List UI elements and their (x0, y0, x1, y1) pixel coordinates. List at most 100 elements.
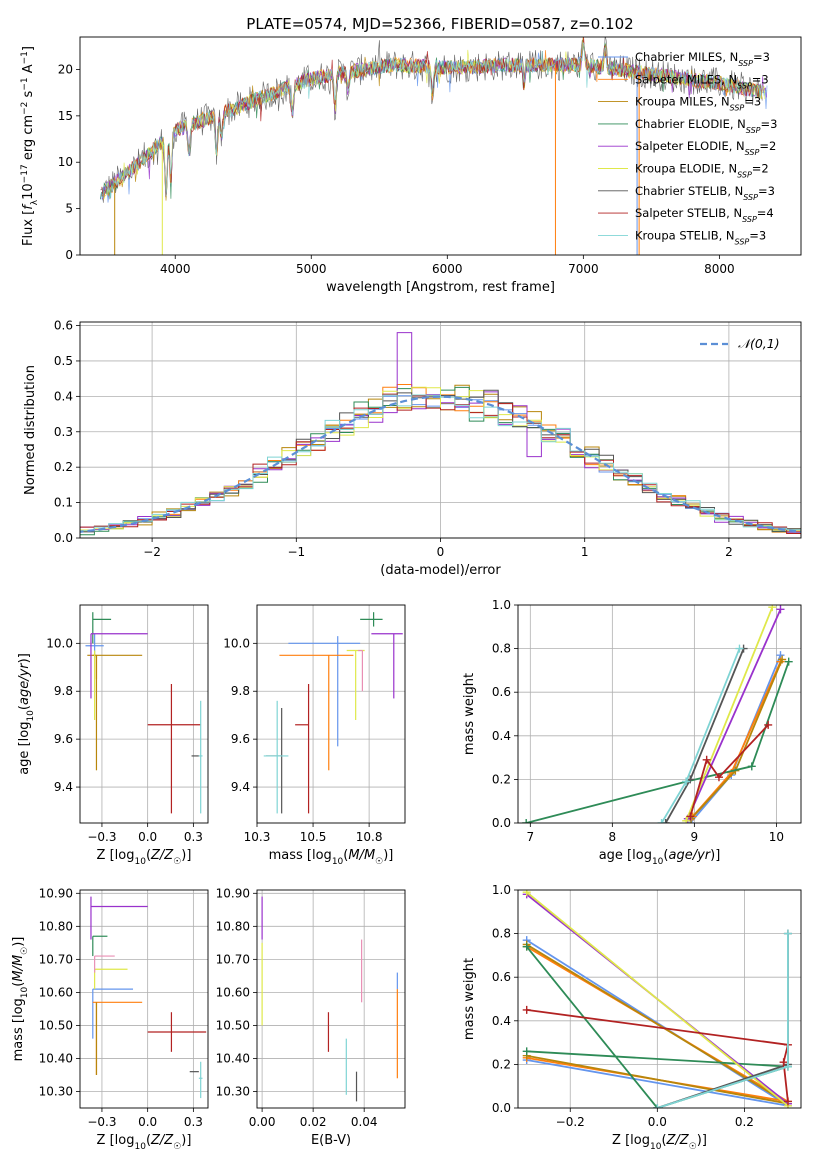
plus-marker (522, 819, 531, 823)
y-tick-label: 0.6 (492, 685, 511, 699)
plus-marker (784, 657, 793, 666)
y-tick-label: 10.90 (39, 886, 73, 900)
x-tick-label: 0.0 (648, 1115, 667, 1129)
error-bar (92, 988, 134, 1039)
mass-weight-line-7 (526, 1009, 790, 1102)
plot-area-massweight_vs_Z (522, 890, 792, 1108)
plus-marker (686, 812, 695, 821)
x-tick-label: 5000 (296, 262, 327, 276)
y-axis-label: mass weight (462, 958, 477, 1040)
x-tick-label: 9 (691, 830, 699, 844)
x-tick-label: 0.0 (138, 830, 157, 844)
axes-mass_vs_Z: −0.3 0.0 0.3 10.30 10.40 10.50 10.60 10.70 10.80… (11, 886, 209, 1152)
figure-title: PLATE=0574, MJD=52366, FIBERID=0587, z=0… (246, 15, 633, 33)
plus-marker (714, 773, 723, 782)
legend-entry: Chabrier ELODIE, NSSP=3 (635, 117, 777, 134)
y-tick-label: 10.60 (216, 985, 250, 999)
error-bar (94, 968, 128, 990)
y-tick-label: 15 (58, 109, 73, 123)
plus-marker (522, 890, 531, 897)
axes-frame (517, 604, 802, 824)
mass-weight-line-5 (526, 891, 789, 1107)
y-tick-label: 10.90 (216, 886, 250, 900)
x-tick-label: −0.3 (87, 1115, 116, 1129)
error-bar (87, 654, 143, 771)
plus-marker (747, 762, 756, 771)
y-tick-label: 10.40 (216, 1051, 250, 1065)
x-tick-label: −0.2 (556, 1115, 585, 1129)
plus-marker (783, 929, 792, 938)
plus-marker (522, 1005, 531, 1014)
y-tick-label: 0.4 (492, 729, 511, 743)
axes-frame (256, 604, 406, 824)
plot-area-spectrum (100, 37, 768, 255)
x-tick-label: 0.00 (249, 1115, 276, 1129)
y-axis-label: Flux [fλ10−17 erg cm−2 s−1 A−1] (20, 46, 40, 246)
x-axis-label: Z [log10(Z/Z☉)] (612, 1133, 707, 1152)
x-axis-label: Z [log10(Z/Z☉)] (97, 848, 192, 867)
error-bar (92, 935, 108, 957)
x-tick-label: −1 (287, 545, 305, 559)
plus-marker (783, 1062, 792, 1071)
y-tick-label: 10.60 (39, 985, 73, 999)
y-tick-label: 10 (58, 155, 73, 169)
y-tick-label: 0.2 (492, 772, 511, 786)
error-bar (371, 633, 403, 699)
error-bar (92, 1001, 143, 1075)
x-tick-label: 6000 (432, 262, 463, 276)
error-bar (198, 700, 203, 814)
x-tick-label: 10.3 (244, 830, 271, 844)
error-bar (147, 1012, 207, 1052)
x-tick-label: 8 (609, 830, 617, 844)
plus-marker (778, 655, 787, 664)
y-tick-label: 0.6 (492, 970, 511, 984)
y-tick-label: 10.30 (216, 1084, 250, 1098)
y-tick-label: 0.8 (492, 927, 511, 941)
y-tick-label: 9.4 (231, 780, 250, 794)
mass-weight-line-7 (689, 724, 769, 817)
x-axis-label: (data-model)/error (380, 563, 501, 578)
spectrum-line-8 (102, 41, 768, 199)
y-axis-label: Normed distribution (23, 365, 38, 495)
x-axis-label: mass [log10(M/M☉)] (269, 848, 394, 867)
mass-weight-line-5 (685, 606, 774, 822)
x-tick-label: 7 (526, 830, 534, 844)
legend-entry: Salpeter STELIB, NSSP=4 (635, 206, 774, 224)
axes-frame (79, 36, 802, 256)
spectrum-line-7 (101, 37, 762, 197)
plot-area-age_vs_mass (263, 612, 403, 814)
y-tick-label: 9.8 (231, 684, 250, 698)
y-tick-label: 0.5 (54, 354, 73, 368)
axes-massweight_vs_Z: −0.2 0.0 0.2 0.0 0.2 0.4 0.6 0.8 1.0 Z [log10(Z/Z… (462, 883, 802, 1152)
x-tick-label: −2 (143, 545, 161, 559)
axes-frame (517, 889, 802, 1109)
error-bar (90, 633, 148, 699)
y-tick-label: 5 (65, 202, 73, 216)
y-tick-label: 10.70 (39, 952, 73, 966)
x-axis-label: E(B-V) (311, 1133, 351, 1148)
axes-frame (79, 321, 802, 539)
plus-marker (735, 644, 744, 653)
x-tick-label: 7000 (568, 262, 599, 276)
plot-area-mass_vs_EBV (261, 896, 398, 1102)
y-tick-label: 9.8 (54, 684, 73, 698)
x-tick-label: 1 (581, 545, 589, 559)
plus-marker (702, 755, 711, 764)
error-bar (279, 654, 354, 771)
y-tick-label: 1.0 (492, 598, 511, 612)
y-tick-label: 1.0 (492, 883, 511, 897)
legend-entry: Chabrier MILES, NSSP=3 (635, 50, 770, 68)
y-axis-label: age [log10(age/yr)] (17, 653, 36, 775)
axes-mass_vs_EBV: 0.00 0.02 0.04 10.30 10.40 10.50 10.60 10.70 10.… (216, 886, 406, 1148)
plus-marker (682, 816, 691, 823)
y-tick-label: 20 (58, 62, 73, 76)
axes-frame (256, 889, 406, 1109)
error-bar (357, 649, 363, 692)
x-tick-label: 4000 (160, 262, 191, 276)
error-bar (288, 636, 361, 747)
legend-entry: Chabrier STELIB, NSSP=3 (635, 184, 775, 202)
x-tick-label: 0.3 (184, 1115, 203, 1129)
legend-entry: 𝒩(0,1) (738, 336, 780, 351)
plot-area-age_vs_Z (85, 612, 203, 814)
